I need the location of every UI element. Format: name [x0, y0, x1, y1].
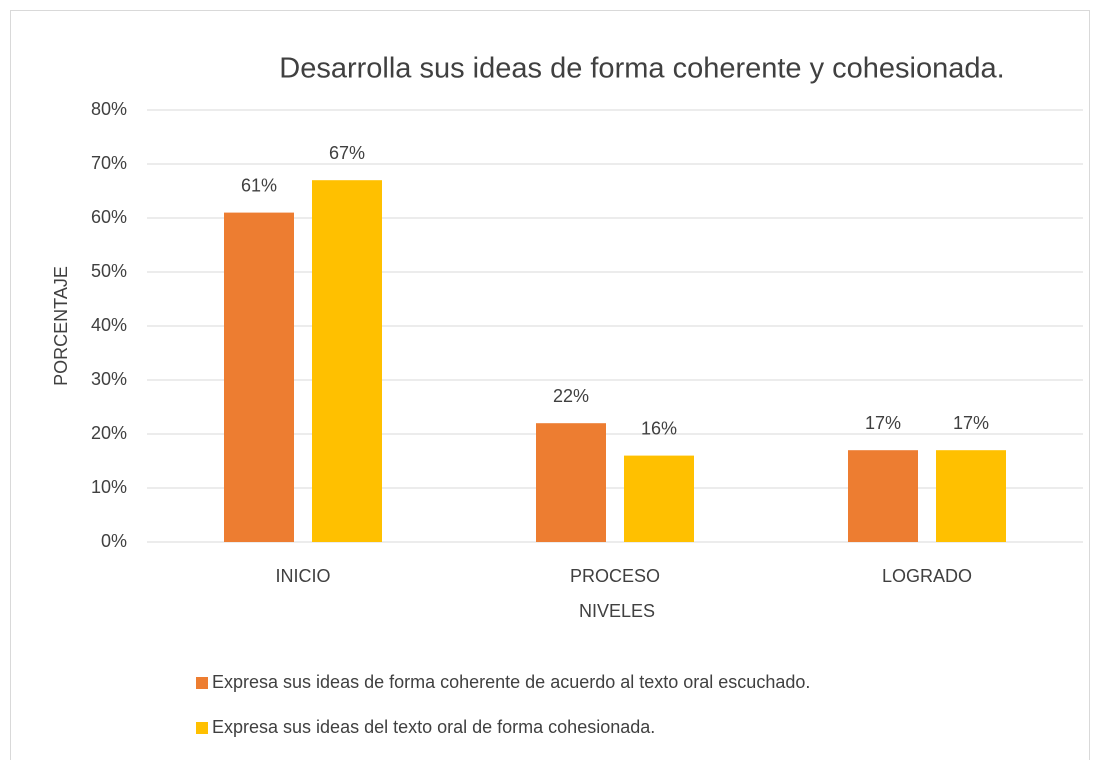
- y-tick-label: 50%: [91, 261, 127, 281]
- legend-label: Expresa sus ideas del texto oral de form…: [212, 717, 655, 737]
- chart-title: Desarrolla sus ideas de forma coherente …: [279, 53, 1004, 85]
- y-tick-label: 60%: [91, 207, 127, 227]
- bar: [224, 212, 294, 542]
- bar: [624, 455, 694, 542]
- bar: [312, 180, 382, 542]
- data-label: 22%: [553, 386, 589, 406]
- legend-label: Expresa sus ideas de forma coherente de …: [212, 672, 810, 692]
- legend-swatch: [196, 677, 208, 689]
- y-axis-label: PORCENTAJE: [51, 266, 71, 386]
- data-label: 61%: [241, 175, 277, 195]
- x-tick-label: LOGRADO: [882, 566, 972, 586]
- y-tick-label: 30%: [91, 369, 127, 389]
- x-tick-label: PROCESO: [570, 566, 660, 586]
- bar: [848, 450, 918, 542]
- y-tick-label: 20%: [91, 423, 127, 443]
- y-tick-label: 40%: [91, 315, 127, 335]
- chart-border: [10, 10, 1090, 760]
- y-tick-label: 0%: [101, 531, 127, 551]
- y-tick-label: 80%: [91, 99, 127, 119]
- x-axis-label: NIVELES: [579, 601, 655, 621]
- y-tick-label: 10%: [91, 477, 127, 497]
- data-label: 67%: [329, 143, 365, 163]
- data-label: 17%: [865, 413, 901, 433]
- legend-swatch: [196, 722, 208, 734]
- bar: [536, 423, 606, 542]
- bar: [936, 450, 1006, 542]
- x-tick-label: INICIO: [275, 566, 330, 586]
- data-label: 16%: [641, 418, 677, 438]
- data-label: 17%: [953, 413, 989, 433]
- y-tick-label: 70%: [91, 153, 127, 173]
